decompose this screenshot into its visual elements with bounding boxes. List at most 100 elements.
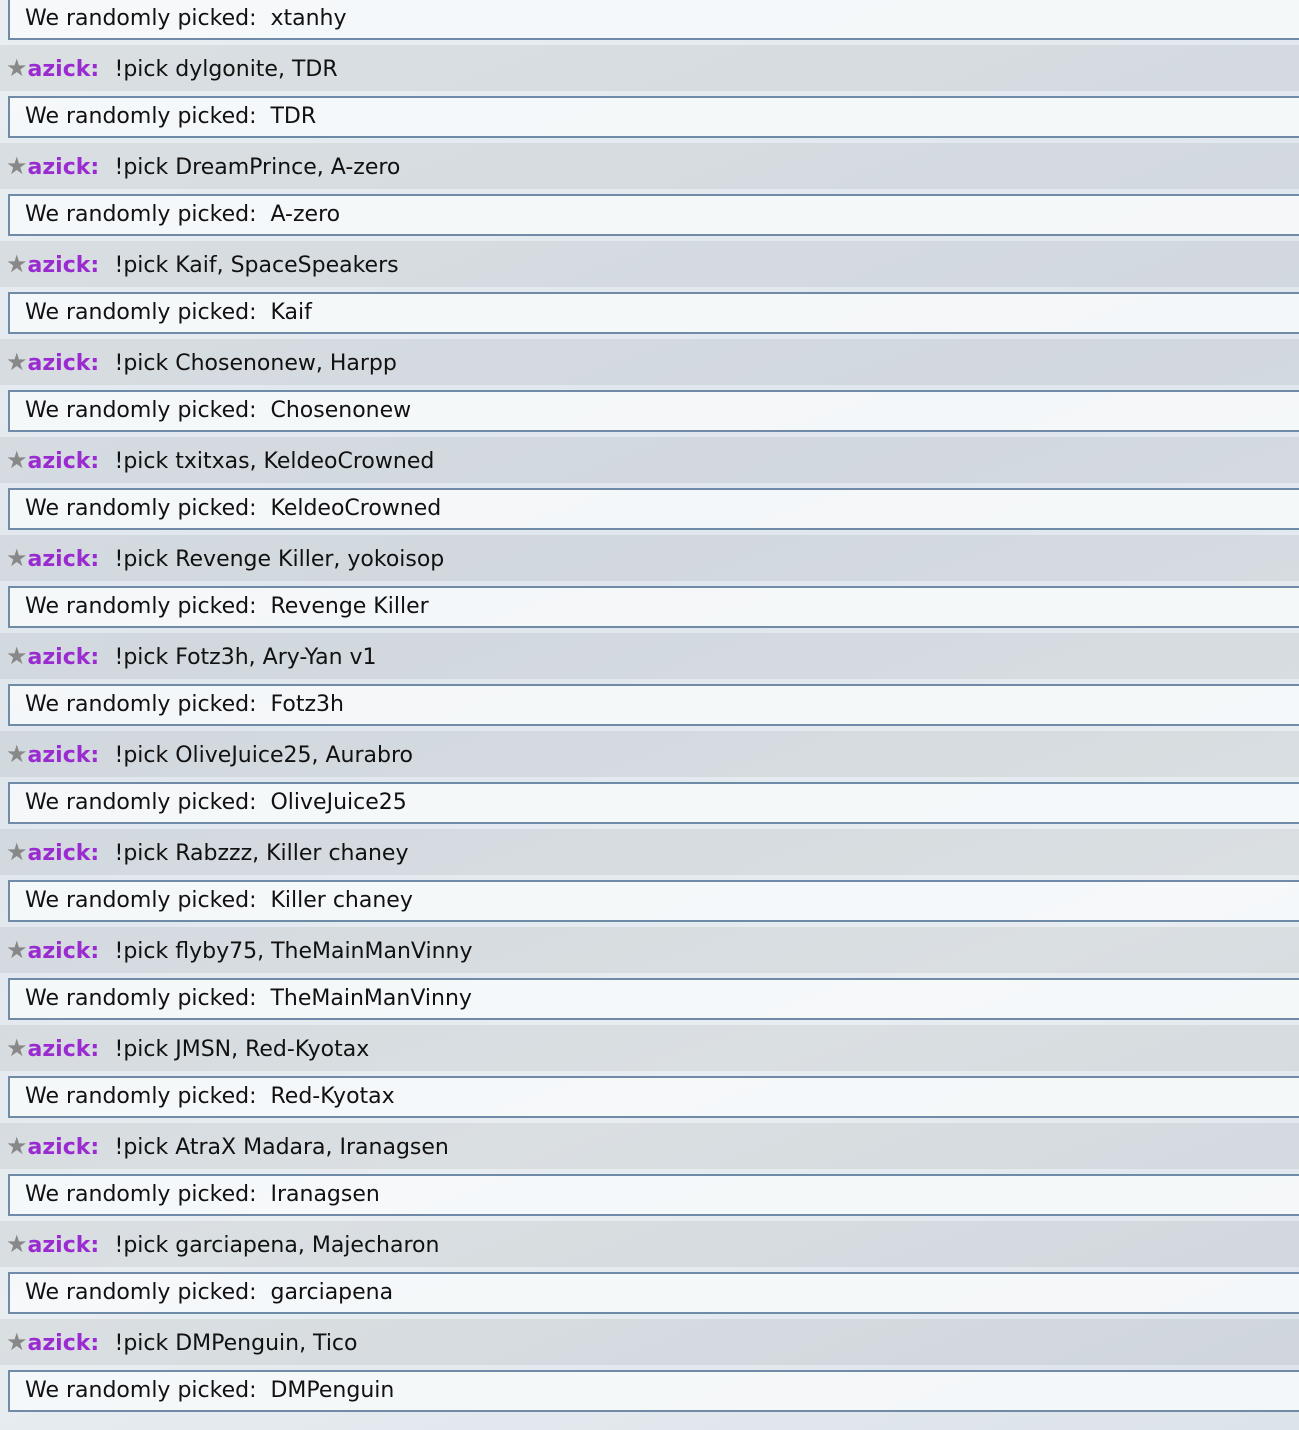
chat-message: ★azick: !pick DMPenguin, Tico bbox=[0, 1319, 1299, 1365]
result-prefix: We randomly picked: bbox=[25, 6, 271, 31]
chat-message: ★azick: !pick Fotz3h, Ary-Yan v1 bbox=[0, 633, 1299, 679]
pick-result-box: We randomly picked: KeldeoCrowned bbox=[8, 488, 1299, 530]
result-prefix: We randomly picked: bbox=[25, 692, 271, 717]
star-icon: ★ bbox=[6, 250, 28, 278]
star-icon: ★ bbox=[6, 446, 28, 474]
message-text: !pick Kaif, SpaceSpeakers bbox=[114, 253, 399, 278]
username[interactable]: azick: bbox=[27, 253, 115, 278]
pick-result-box: We randomly picked: Revenge Killer bbox=[8, 586, 1299, 628]
star-icon: ★ bbox=[6, 544, 28, 572]
message-text: !pick JMSN, Red-Kyotax bbox=[114, 1037, 370, 1062]
result-prefix: We randomly picked: bbox=[25, 888, 271, 913]
star-icon: ★ bbox=[6, 1230, 28, 1258]
chat-message: ★azick: !pick Kaif, SpaceSpeakers bbox=[0, 241, 1299, 287]
result-value: TDR bbox=[270, 104, 317, 129]
result-value: Chosenonew bbox=[270, 398, 412, 423]
result-value: xtanhy bbox=[270, 6, 347, 31]
message-text: !pick DMPenguin, Tico bbox=[114, 1331, 358, 1356]
chat-message: ★azick: !pick Rabzzz, Killer chaney bbox=[0, 829, 1299, 875]
result-prefix: We randomly picked: bbox=[25, 202, 271, 227]
pick-result-box: We randomly picked: Chosenonew bbox=[8, 390, 1299, 432]
result-value: garciapena bbox=[270, 1280, 394, 1305]
result-prefix: We randomly picked: bbox=[25, 1084, 271, 1109]
star-icon: ★ bbox=[6, 152, 28, 180]
pick-result-box: We randomly picked: garciapena bbox=[8, 1272, 1299, 1314]
username[interactable]: azick: bbox=[27, 1037, 115, 1062]
result-value: DMPenguin bbox=[270, 1378, 395, 1403]
result-prefix: We randomly picked: bbox=[25, 398, 271, 423]
username[interactable]: azick: bbox=[27, 1331, 115, 1356]
result-value: KeldeoCrowned bbox=[270, 496, 442, 521]
pick-result-box: We randomly picked: xtanhy bbox=[8, 0, 1299, 40]
result-prefix: We randomly picked: bbox=[25, 790, 271, 815]
chat-message: ★azick: !pick txitxas, KeldeoCrowned bbox=[0, 437, 1299, 483]
result-value: OliveJuice25 bbox=[270, 790, 407, 815]
username[interactable]: azick: bbox=[27, 449, 115, 474]
result-prefix: We randomly picked: bbox=[25, 104, 271, 129]
result-value: Fotz3h bbox=[270, 692, 344, 717]
star-icon: ★ bbox=[6, 838, 28, 866]
star-icon: ★ bbox=[6, 1034, 28, 1062]
result-value: TheMainManVinny bbox=[270, 986, 472, 1011]
chat-message: ★azick: !pick Chosenonew, Harpp bbox=[0, 339, 1299, 385]
result-value: Iranagsen bbox=[270, 1182, 380, 1207]
message-text: !pick OliveJuice25, Aurabro bbox=[114, 743, 413, 768]
message-text: !pick Rabzzz, Killer chaney bbox=[114, 841, 409, 866]
pick-result-box: We randomly picked: Killer chaney bbox=[8, 880, 1299, 922]
chat-message: ★azick: !pick OliveJuice25, Aurabro bbox=[0, 731, 1299, 777]
message-text: !pick Chosenonew, Harpp bbox=[114, 351, 397, 376]
message-text: !pick AtraX Madara, Iranagsen bbox=[114, 1135, 449, 1160]
result-value: Red-Kyotax bbox=[270, 1084, 395, 1109]
chat-message: ★azick: !pick DreamPrince, A-zero bbox=[0, 143, 1299, 189]
star-icon: ★ bbox=[6, 1328, 28, 1356]
pick-result-box: We randomly picked: TDR bbox=[8, 96, 1299, 138]
message-text: !pick garciapena, Majecharon bbox=[114, 1233, 440, 1258]
message-text: !pick DreamPrince, A-zero bbox=[114, 155, 401, 180]
result-prefix: We randomly picked: bbox=[25, 986, 271, 1011]
pick-result-box: We randomly picked: DMPenguin bbox=[8, 1370, 1299, 1412]
pick-result-box: We randomly picked: Kaif bbox=[8, 292, 1299, 334]
pick-result-box: We randomly picked: OliveJuice25 bbox=[8, 782, 1299, 824]
username[interactable]: azick: bbox=[27, 57, 115, 82]
pick-result-box: We randomly picked: Fotz3h bbox=[8, 684, 1299, 726]
username[interactable]: azick: bbox=[27, 743, 115, 768]
message-text: !pick txitxas, KeldeoCrowned bbox=[114, 449, 435, 474]
star-icon: ★ bbox=[6, 1132, 28, 1160]
message-text: !pick dylgonite, TDR bbox=[114, 57, 338, 82]
star-icon: ★ bbox=[6, 54, 28, 82]
result-prefix: We randomly picked: bbox=[25, 1280, 271, 1305]
username[interactable]: azick: bbox=[27, 1135, 115, 1160]
username[interactable]: azick: bbox=[27, 939, 115, 964]
pick-result-box: We randomly picked: Iranagsen bbox=[8, 1174, 1299, 1216]
chat-message: ★azick: !pick garciapena, Majecharon bbox=[0, 1221, 1299, 1267]
chat-message: ★azick: !pick AtraX Madara, Iranagsen bbox=[0, 1123, 1299, 1169]
star-icon: ★ bbox=[6, 348, 28, 376]
star-icon: ★ bbox=[6, 642, 28, 670]
star-icon: ★ bbox=[6, 936, 28, 964]
username[interactable]: azick: bbox=[27, 155, 115, 180]
message-text: !pick Revenge Killer, yokoisop bbox=[114, 547, 445, 572]
result-prefix: We randomly picked: bbox=[25, 1182, 271, 1207]
result-prefix: We randomly picked: bbox=[25, 496, 271, 521]
chat-message: ★azick: !pick dylgonite, TDR bbox=[0, 45, 1299, 91]
pick-result-box: We randomly picked: Red-Kyotax bbox=[8, 1076, 1299, 1118]
result-value: Killer chaney bbox=[270, 888, 413, 913]
result-value: Revenge Killer bbox=[270, 594, 429, 619]
username[interactable]: azick: bbox=[27, 645, 115, 670]
star-icon: ★ bbox=[6, 740, 28, 768]
result-prefix: We randomly picked: bbox=[25, 300, 271, 325]
chat-message: ★azick: !pick flyby75, TheMainManVinny bbox=[0, 927, 1299, 973]
chat-message: ★azick: !pick JMSN, Red-Kyotax bbox=[0, 1025, 1299, 1071]
result-prefix: We randomly picked: bbox=[25, 594, 271, 619]
username[interactable]: azick: bbox=[27, 547, 115, 572]
result-value: Kaif bbox=[270, 300, 312, 325]
chat-message: ★azick: !pick Revenge Killer, yokoisop bbox=[0, 535, 1299, 581]
username[interactable]: azick: bbox=[27, 351, 115, 376]
username[interactable]: azick: bbox=[27, 841, 115, 866]
message-text: !pick flyby75, TheMainManVinny bbox=[114, 939, 473, 964]
pick-result-box: We randomly picked: TheMainManVinny bbox=[8, 978, 1299, 1020]
result-value: A-zero bbox=[270, 202, 341, 227]
message-text: !pick Fotz3h, Ary-Yan v1 bbox=[114, 645, 377, 670]
username[interactable]: azick: bbox=[27, 1233, 115, 1258]
